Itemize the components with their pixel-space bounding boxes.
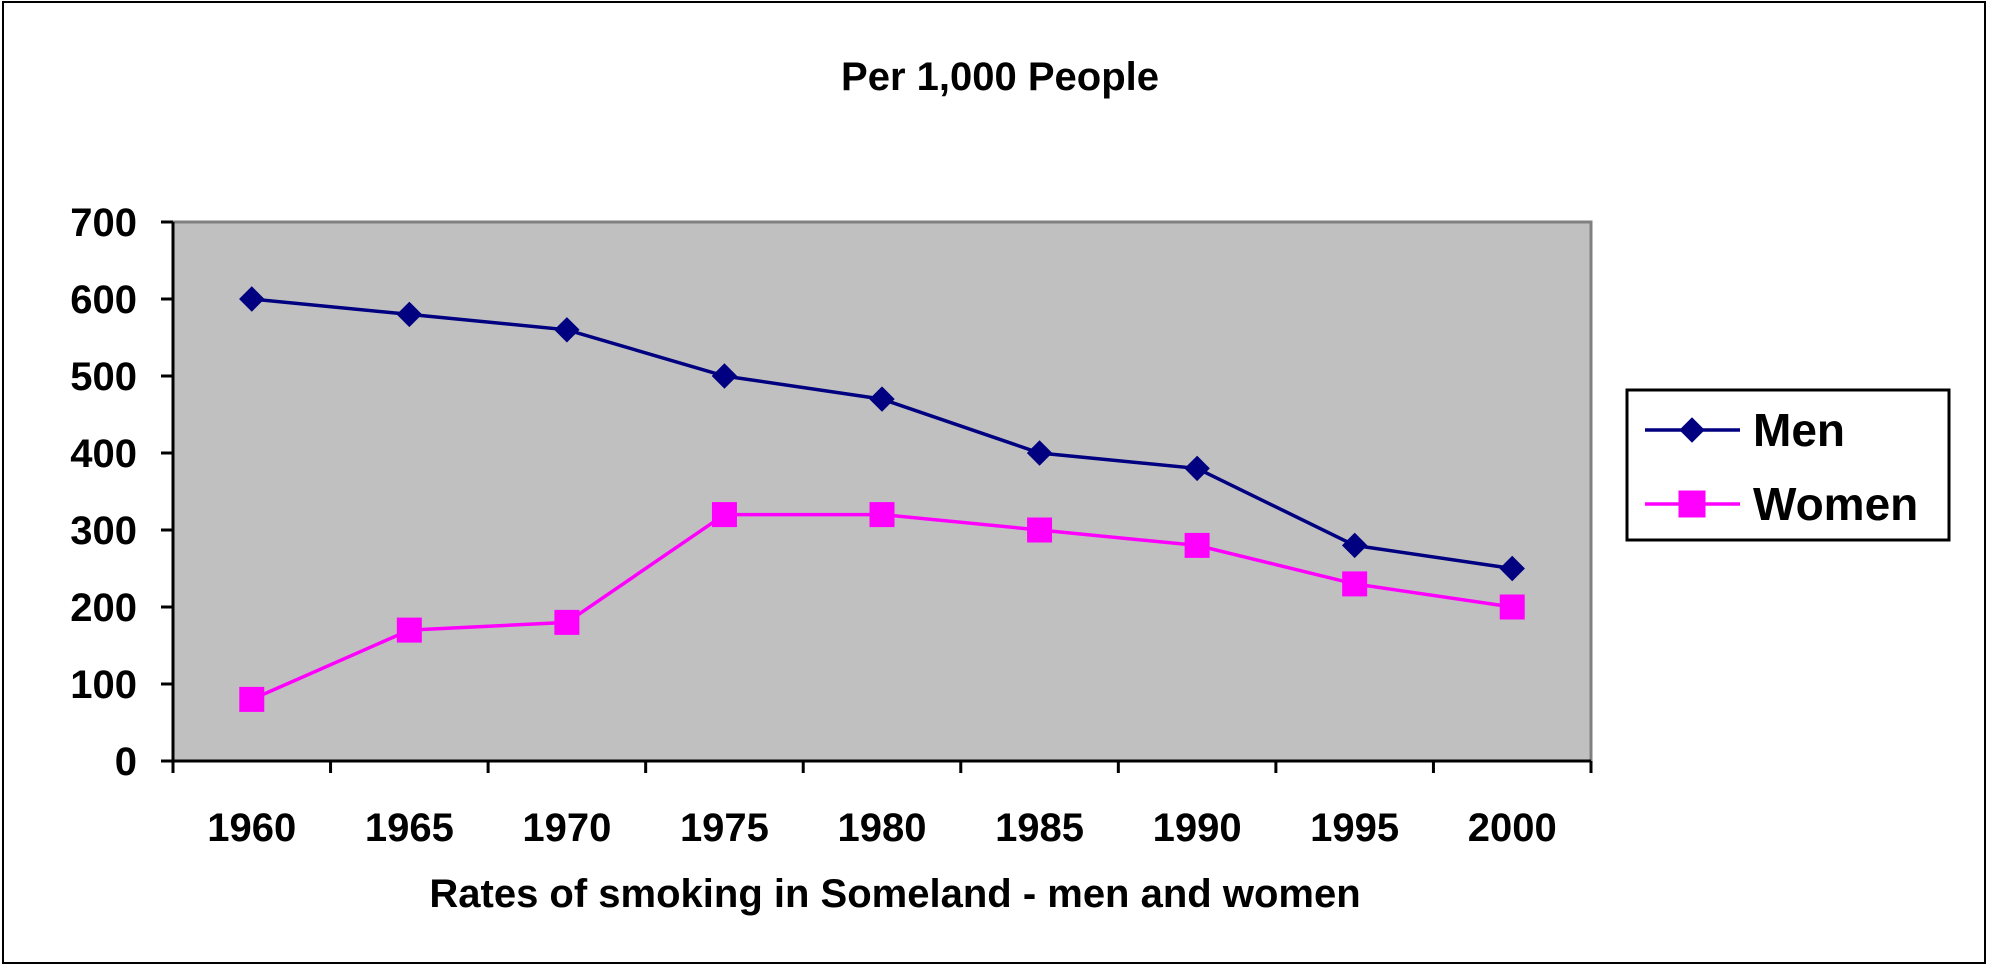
legend-marker-men xyxy=(1679,417,1705,443)
series-men xyxy=(239,286,1525,582)
data-point-women xyxy=(1499,594,1525,620)
plot-area xyxy=(171,220,1593,763)
y-tick-label: 500 xyxy=(70,355,137,399)
y-tick-label: 200 xyxy=(70,586,137,630)
legend-item-men: Men xyxy=(1645,404,1845,456)
x-tick-label: 1960 xyxy=(207,806,296,850)
legend-item-women: Women xyxy=(1645,478,1918,530)
x-tick-label: 1980 xyxy=(838,806,927,850)
x-tick-label: 1995 xyxy=(1310,806,1399,850)
data-point-women xyxy=(396,617,422,643)
data-point-men xyxy=(1026,440,1053,466)
data-point-men xyxy=(554,317,580,343)
data-point-women xyxy=(711,502,737,528)
x-tick-label: 1975 xyxy=(680,806,769,850)
data-point-women xyxy=(869,502,895,528)
data-point-men xyxy=(869,386,895,412)
data-point-men xyxy=(396,301,423,328)
y-tick-label: 100 xyxy=(70,663,137,707)
legend-marker-women xyxy=(1678,490,1706,518)
x-tick-label: 2000 xyxy=(1468,806,1557,850)
x-tick-label: 1965 xyxy=(365,806,454,850)
x-tick-label: 1990 xyxy=(1153,806,1242,850)
legend-label-men: Men xyxy=(1753,404,1845,456)
data-point-women xyxy=(1027,517,1053,543)
y-tick-label: 300 xyxy=(70,509,137,553)
data-point-men xyxy=(1184,455,1210,482)
x-tick-label: 1985 xyxy=(995,806,1084,850)
y-tick-label: 0 xyxy=(115,740,137,784)
series-women xyxy=(239,502,1525,712)
data-point-women xyxy=(1342,571,1368,597)
legend-label-women: Women xyxy=(1753,478,1918,530)
data-point-women xyxy=(554,609,580,635)
x-axis: 1960 1965 1970 1975 1980 1985 1990 1995 2000 xyxy=(171,759,1593,850)
data-point-men xyxy=(239,286,265,312)
data-point-men xyxy=(711,363,738,389)
legend: Men Women xyxy=(1625,388,1951,542)
data-point-women xyxy=(239,686,265,712)
y-tick-label: 700 xyxy=(70,201,137,245)
y-axis: 0 100 200 300 400 500 600 700 xyxy=(70,201,175,784)
series-layer xyxy=(239,286,1525,712)
chart-title: Per 1,000 People xyxy=(841,55,1159,99)
data-point-women xyxy=(1184,532,1210,558)
x-tick-label: 1970 xyxy=(522,806,611,850)
x-axis-label: Rates of smoking in Someland - men and w… xyxy=(429,872,1360,916)
y-tick-label: 600 xyxy=(70,278,137,322)
data-point-men xyxy=(1341,532,1368,559)
y-tick-label: 400 xyxy=(70,432,137,476)
data-point-men xyxy=(1499,555,1525,582)
